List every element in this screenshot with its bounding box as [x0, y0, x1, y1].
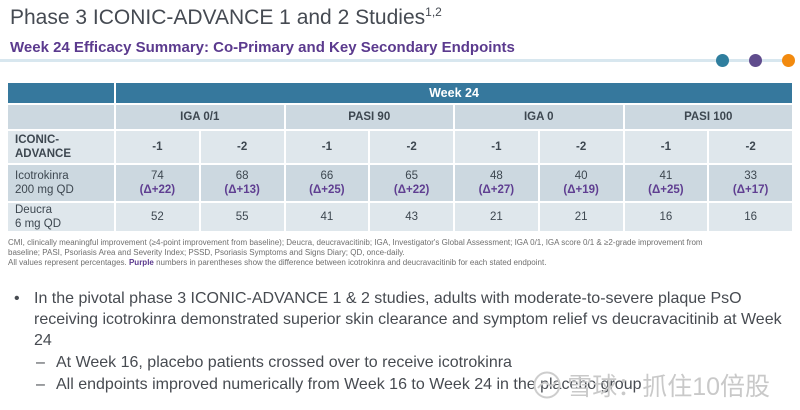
drug-dose: 6 mg QD — [15, 218, 62, 230]
table-cell-value: 52 — [116, 203, 199, 231]
watermark-text: 雪球：抓住10倍股 — [567, 373, 770, 401]
dash-icon: – — [36, 354, 45, 371]
table-cell-value: 40 (Δ+19) — [539, 165, 623, 201]
dash-icon: – — [36, 376, 45, 393]
sub-bullet-item: – At Week 16, placebo patients crossed o… — [36, 352, 789, 373]
footnote-line: CMI, clinically meaningful improvement (… — [8, 238, 703, 247]
table-cell-study: -1 — [624, 131, 708, 163]
page-title: Phase 3 ICONIC-ADVANCE 1 and 2 Studies1,… — [10, 5, 442, 30]
bullet-icon: • — [14, 290, 20, 307]
table-cell-study: -2 — [539, 131, 623, 163]
table-cell-value: 66 (Δ+25) — [285, 165, 369, 201]
table-cell-value: 68 (Δ+13) — [200, 165, 284, 201]
table-cell-study: -2 — [709, 131, 792, 163]
summary-bullets: • In the pivotal phase 3 ICONIC-ADVANCE … — [14, 288, 789, 395]
table-cell-study: -1 — [285, 131, 369, 163]
table-cell-row-header: ICONIC- ADVANCE — [8, 131, 114, 163]
table-cell-value: 21 — [539, 203, 623, 231]
value: 74 — [150, 170, 164, 182]
table-cell-study: -2 — [200, 131, 284, 163]
sub-bullet-item: – All endpoints improved numerically fro… — [36, 374, 789, 395]
drug-name: Deucra — [15, 204, 53, 216]
table-row-period: Week 24 — [8, 83, 792, 103]
page-subtitle: Week 24 Efficacy Summary: Co-Primary and… — [10, 39, 515, 56]
drug-name: Icotrokinra — [15, 170, 69, 182]
drug-dose: 200 mg QD — [15, 184, 74, 196]
footnote-line: baseline; PASI, Psoriasis Area and Sever… — [8, 248, 405, 257]
efficacy-table: Week 24 IGA 0/1 PASI 90 IGA 0 PASI 100 I… — [6, 81, 794, 233]
value: 68 — [235, 170, 249, 182]
delta-value: (Δ+13) — [224, 184, 260, 196]
page-title-text: Phase 3 ICONIC-ADVANCE 1 and 2 Studies — [10, 6, 426, 29]
table-cell-endpoint-group: PASI 100 — [624, 105, 792, 129]
table-cell-value: 74 (Δ+22) — [116, 165, 199, 201]
table-cell-value: 16 — [624, 203, 708, 231]
table-cell-endpoint-group: IGA 0 — [455, 105, 623, 129]
purple-dot-icon — [749, 54, 762, 67]
table-row-deucra: Deucra 6 mg QD 52 55 41 43 21 21 16 16 — [8, 203, 792, 231]
table-cell-endpoint-group: IGA 0/1 — [116, 105, 284, 129]
table-cell-period-header: Week 24 — [116, 83, 792, 103]
footnote-text: All values represent percentages. — [8, 258, 129, 267]
bullet-text: In the pivotal phase 3 ICONIC-ADVANCE 1 … — [34, 290, 782, 349]
value: 48 — [489, 170, 503, 182]
delta-value: (Δ+22) — [139, 184, 176, 196]
value: 66 — [320, 170, 334, 182]
table-cell-value: 43 — [370, 203, 453, 231]
title-reference-superscript: 1,2 — [425, 5, 442, 19]
table-cell-corner — [8, 83, 114, 103]
divider-line — [0, 59, 794, 62]
table-cell-empty — [8, 105, 114, 129]
delta-value: (Δ+25) — [648, 184, 684, 196]
sub-bullet-text: At Week 16, placebo patients crossed ove… — [56, 354, 512, 371]
delta-value: (Δ+22) — [393, 184, 430, 196]
table-cell-value: 41 — [285, 203, 369, 231]
table-cell-study: -1 — [455, 131, 538, 163]
row-header-line2: ADVANCE — [15, 148, 72, 160]
table-cell-value: 33 (Δ+17) — [709, 165, 792, 201]
delta-value: (Δ+27) — [478, 184, 515, 196]
table-cell-value: 41 (Δ+25) — [624, 165, 708, 201]
footnote-purple-word: Purple — [128, 258, 154, 267]
delta-value: (Δ+19) — [563, 184, 599, 196]
table-cell-value: 65 (Δ+22) — [370, 165, 453, 201]
teal-dot-icon — [716, 54, 729, 67]
value: 65 — [405, 170, 419, 182]
snowball-logo-icon — [533, 371, 561, 399]
table-cell-drug-label: Icotrokinra 200 mg QD — [8, 165, 114, 201]
table-row-endpoints: IGA 0/1 PASI 90 IGA 0 PASI 100 — [8, 105, 792, 129]
table-row-icotrokinra: Icotrokinra 200 mg QD 74 (Δ+22) 68 (Δ+13) … — [8, 165, 792, 201]
table-cell-endpoint-group: PASI 90 — [285, 105, 453, 129]
table-row-studies: ICONIC- ADVANCE -1 -2 -1 -2 -1 -2 -1 -2 — [8, 131, 792, 163]
row-header-line1: ICONIC- — [15, 134, 60, 146]
sub-bullet-text: All endpoints improved numerically from … — [56, 376, 642, 393]
table-cell-value: 55 — [200, 203, 284, 231]
footnote-text: numbers in parentheses show the differen… — [153, 258, 547, 267]
table-cell-drug-label: Deucra 6 mg QD — [8, 203, 114, 231]
value: 33 — [744, 170, 758, 182]
table-cell-value: 21 — [455, 203, 538, 231]
value: 40 — [574, 170, 588, 182]
footnotes: CMI, clinically meaningful improvement (… — [8, 238, 794, 268]
delta-value: (Δ+17) — [732, 184, 769, 196]
table-cell-value: 16 — [709, 203, 792, 231]
delta-value: (Δ+25) — [309, 184, 345, 196]
table-cell-value: 48 (Δ+27) — [455, 165, 538, 201]
bullet-item: • In the pivotal phase 3 ICONIC-ADVANCE … — [14, 288, 789, 351]
footnote-line: All values represent percentages. Purple… — [8, 258, 794, 268]
value: 41 — [659, 170, 673, 182]
watermark: 雪球：抓住10倍股 — [533, 367, 770, 403]
orange-dot-icon — [782, 54, 795, 67]
table-cell-study: -2 — [370, 131, 453, 163]
table-cell-study: -1 — [116, 131, 199, 163]
